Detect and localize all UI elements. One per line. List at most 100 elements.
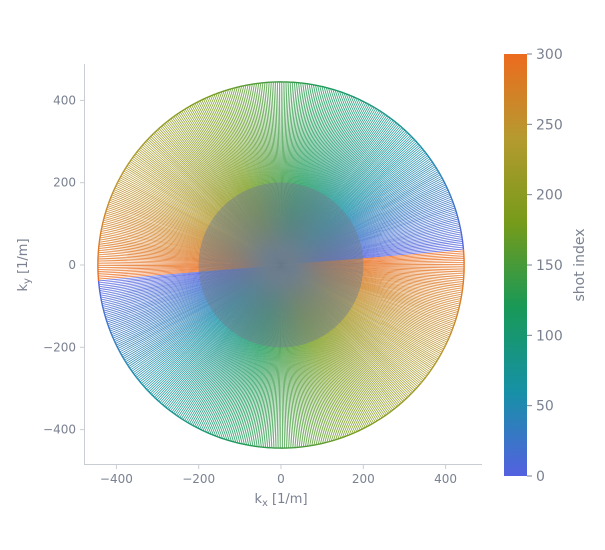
- colorbar-tick-label: 300: [536, 47, 563, 63]
- perimeter-segment: [165, 120, 169, 123]
- perimeter-segment: [446, 340, 449, 343]
- perimeter-segment: [109, 196, 112, 199]
- perimeter-segment: [216, 435, 220, 438]
- colorbar-tick-label: 150: [536, 258, 563, 274]
- perimeter-segment: [196, 100, 199, 104]
- perimeter-segment: [110, 334, 114, 337]
- perimeter-segment: [383, 415, 386, 418]
- perimeter-segment: [165, 406, 168, 410]
- perimeter-segment: [230, 87, 233, 90]
- perimeter-segment: [406, 395, 410, 399]
- perimeter-segment: [389, 117, 393, 120]
- perimeter-segment: [408, 133, 411, 136]
- perimeter-segment: [206, 96, 210, 99]
- perimeter-segment: [373, 421, 376, 424]
- perimeter-segment: [142, 384, 145, 387]
- perimeter-segment: [431, 161, 434, 164]
- perimeter-segment: [186, 106, 189, 109]
- perimeter-segment: [137, 378, 140, 381]
- perimeter-segment: [333, 439, 336, 442]
- perimeter-segment: [122, 170, 125, 174]
- perimeter-segment: [226, 88, 229, 91]
- perimeter-segment: [344, 435, 347, 438]
- perimeter-segment: [358, 429, 361, 432]
- perimeter-segment: [456, 311, 459, 314]
- perimeter-segment: [402, 399, 405, 403]
- perimeter-segment: [161, 403, 164, 406]
- perimeter-segment: [376, 419, 379, 422]
- perimeter-segment: [437, 171, 441, 174]
- perimeter-segment: [450, 331, 453, 334]
- perimeter-segment: [168, 409, 171, 412]
- perimeter-segment: [159, 401, 162, 405]
- perimeter-segment: [169, 410, 173, 413]
- perimeter-segment: [135, 377, 139, 380]
- perimeter-segment: [342, 436, 345, 439]
- perimeter-segment: [433, 164, 437, 167]
- perimeter-segment: [103, 214, 106, 217]
- perimeter-segment: [162, 404, 165, 407]
- perimeter-segment: [410, 391, 414, 395]
- perimeter-segment: [338, 437, 342, 440]
- perimeter-segment: [368, 424, 371, 427]
- perimeter-segment: [119, 351, 122, 354]
- perimeter-segment: [393, 407, 397, 410]
- perimeter-segment: [432, 365, 435, 368]
- perimeter-segment: [331, 88, 335, 91]
- perimeter-segment: [383, 112, 386, 116]
- perimeter-segment: [150, 134, 153, 137]
- perimeter-segment: [140, 382, 144, 386]
- perimeter-segment: [211, 433, 214, 436]
- perimeter-segment: [367, 102, 370, 106]
- perimeter-segment: [433, 363, 436, 366]
- perimeter-segment: [456, 313, 459, 316]
- perimeter-segment: [192, 424, 195, 428]
- perimeter-segment: [104, 314, 106, 317]
- perimeter-segment: [171, 115, 175, 119]
- perimeter-segment: [225, 439, 229, 441]
- perimeter-segment: [122, 358, 126, 361]
- perimeter-segment: [105, 318, 108, 321]
- perimeter-segment: [377, 108, 380, 111]
- perimeter-segment: [366, 425, 370, 428]
- perimeter-segment: [330, 87, 333, 90]
- perimeter-segment: [409, 393, 412, 396]
- perimeter-segment: [215, 92, 218, 95]
- perimeter-segment: [448, 193, 452, 196]
- perimeter-segment: [108, 199, 111, 203]
- y-axis-label: ky [1/m]: [16, 238, 33, 291]
- perimeter-segment: [445, 184, 448, 187]
- perimeter-segment: [164, 121, 167, 125]
- perimeter-segment: [132, 154, 136, 158]
- perimeter-segment: [117, 179, 120, 182]
- perimeter-segment: [148, 391, 151, 394]
- perimeter-segment: [417, 384, 420, 388]
- perimeter-segment: [194, 425, 197, 428]
- perimeter-segment: [224, 89, 227, 92]
- perimeter-segment: [444, 182, 447, 186]
- perimeter-segment: [199, 99, 203, 102]
- perimeter-segment: [128, 160, 131, 164]
- perimeter-segment: [413, 138, 417, 142]
- perimeter-segment: [405, 397, 408, 400]
- perimeter-segment: [127, 364, 130, 368]
- perimeter-segment: [117, 348, 120, 351]
- perimeter-segment: [219, 91, 222, 94]
- perimeter-segment: [139, 381, 142, 384]
- perimeter-segment: [443, 181, 446, 184]
- perimeter-segment: [154, 130, 157, 133]
- perimeter-segment: [151, 133, 154, 136]
- perimeter-segment: [104, 316, 107, 319]
- perimeter-segment: [128, 366, 131, 369]
- plot-area: [97, 81, 465, 449]
- perimeter-segment: [438, 355, 441, 358]
- perimeter-segment: [379, 417, 383, 420]
- perimeter-segment: [159, 125, 163, 128]
- perimeter-segment: [384, 414, 387, 417]
- perimeter-segment: [418, 383, 421, 386]
- perimeter-segment: [329, 440, 332, 443]
- perimeter-segment: [418, 144, 422, 148]
- perimeter-segment: [127, 162, 130, 165]
- perimeter-segment: [348, 94, 351, 97]
- perimeter-segment: [105, 207, 108, 210]
